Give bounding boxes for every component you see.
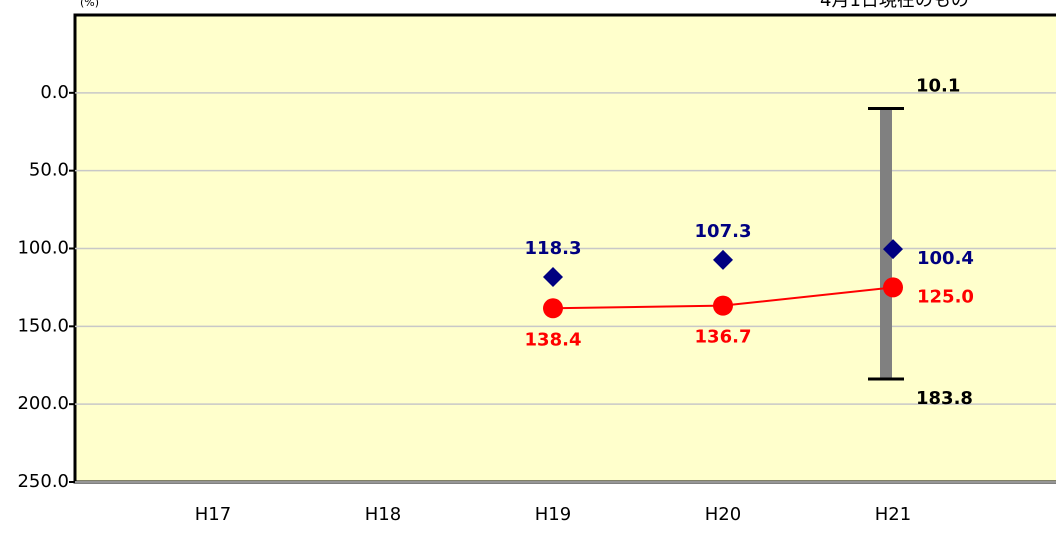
y-tick-label: 200.0 [17, 393, 69, 414]
x-tick-label: H19 [535, 504, 571, 525]
y-tick-label: 50.0 [29, 160, 69, 181]
y-unit: (%) [80, 0, 99, 9]
y-tick-label: 100.0 [17, 238, 69, 259]
range-label: 183.8 [916, 388, 973, 409]
circle-marker [883, 277, 903, 298]
x-tick-label: H21 [875, 504, 911, 525]
value-label: 118.3 [525, 238, 582, 259]
circle-marker [713, 295, 733, 316]
note: 4月1日現在のもの [820, 0, 969, 11]
range-label: 10.1 [916, 76, 960, 97]
x-tick-label: H20 [705, 504, 741, 525]
value-label: 125.0 [917, 286, 974, 307]
circle-marker [543, 298, 563, 319]
value-label: 107.3 [695, 221, 752, 242]
diamond-marker [883, 239, 903, 260]
x-tick-label: H18 [365, 504, 401, 525]
y-tick-label: 150.0 [17, 315, 69, 336]
value-label: 136.7 [695, 327, 752, 348]
y-tick-label: 0.0 [40, 82, 69, 103]
x-tick-label: H17 [195, 504, 231, 525]
value-label: 138.4 [525, 329, 582, 350]
value-label: 100.4 [917, 248, 974, 269]
diamond-marker [543, 266, 563, 287]
range-bar [880, 108, 892, 379]
y-tick-label: 250.0 [17, 471, 69, 492]
diamond-marker [713, 249, 733, 270]
